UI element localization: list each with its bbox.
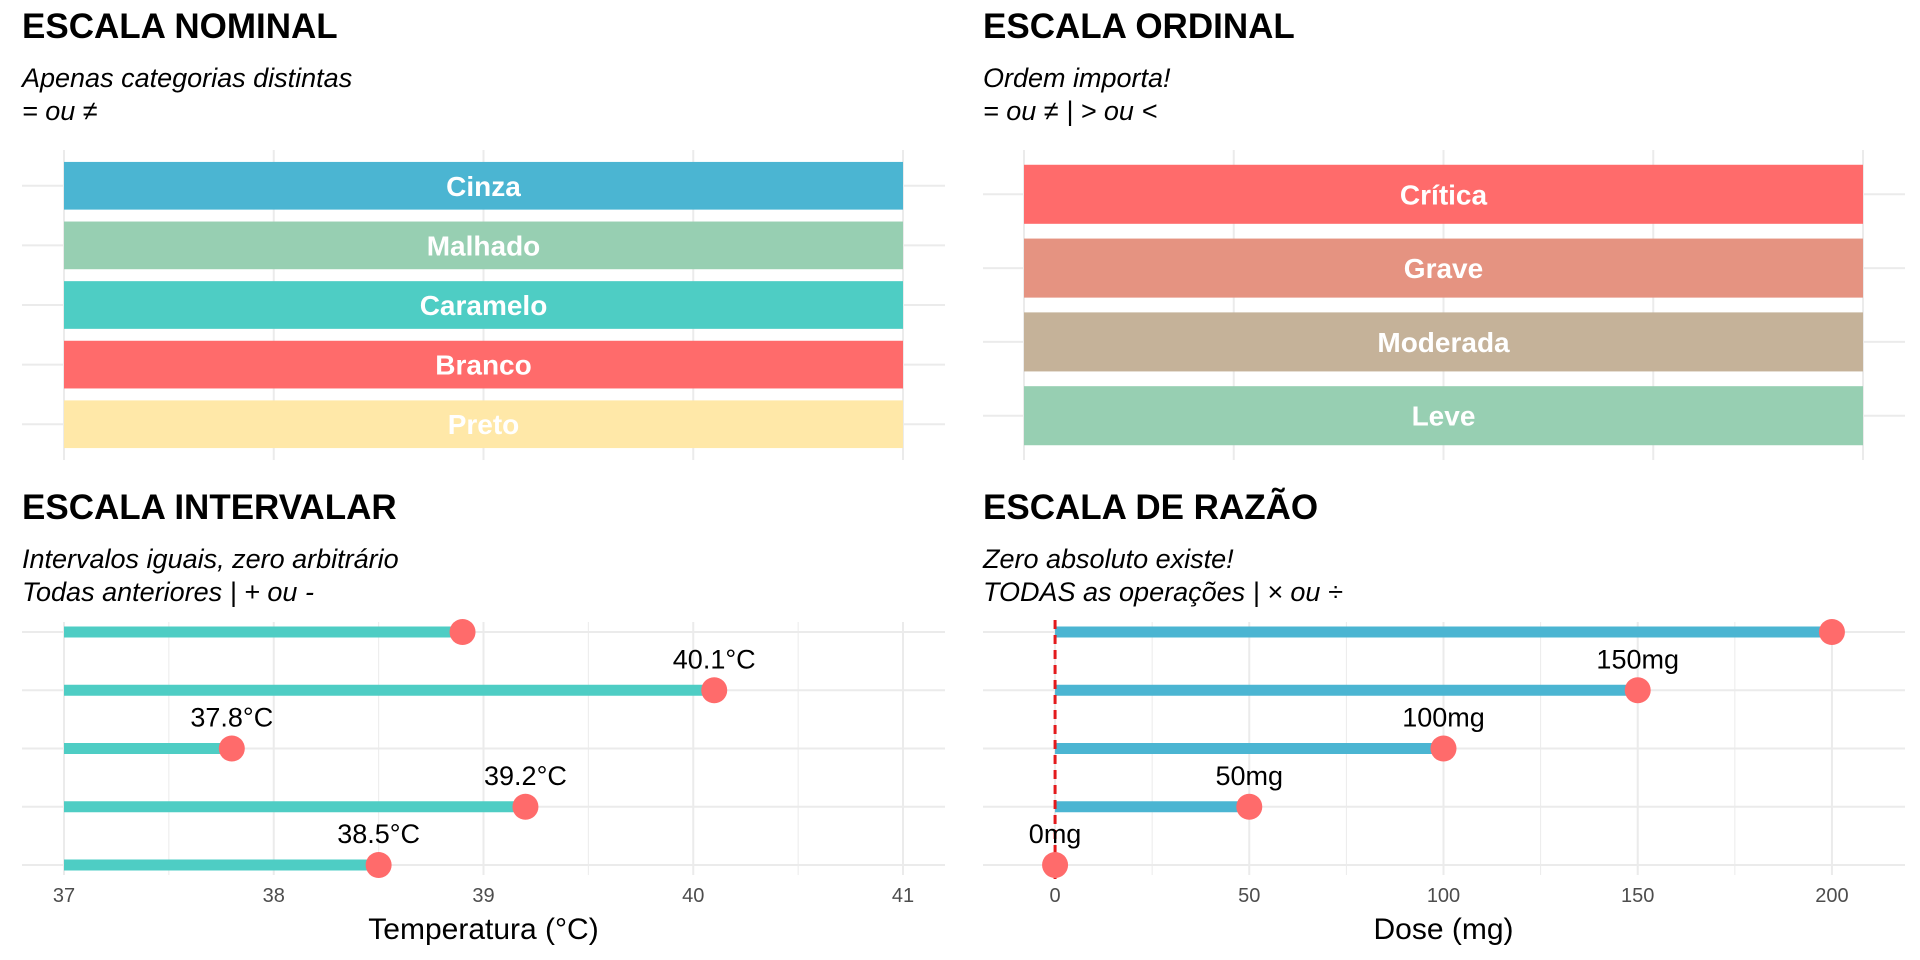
- panel-subtitle-line: Ordem importa!: [983, 63, 1171, 93]
- panel-subtitle-line: Todas anteriores | + ou -: [22, 577, 314, 607]
- bar-label: Crítica: [1400, 179, 1488, 210]
- bar-label: Moderada: [1377, 327, 1510, 358]
- x-tick-label: 50: [1238, 885, 1260, 907]
- panel-subtitle-line: = ou ≠: [22, 96, 98, 126]
- bar-label: Preto: [448, 409, 520, 440]
- data-label: 37.8°C: [190, 703, 273, 733]
- lollipop-point: [365, 852, 392, 878]
- lollipop-point: [1042, 852, 1069, 878]
- data-label: 38.5°C: [337, 819, 420, 849]
- panel-subtitle-line: Intervalos iguais, zero arbitrário: [22, 544, 399, 574]
- bar-label: Branco: [435, 350, 531, 381]
- lollipop-point: [512, 793, 539, 820]
- panel-3: ESCALA INTERVALAR Intervalos iguais, zero…: [22, 488, 945, 946]
- lollipop-point: [1818, 619, 1845, 645]
- x-tick-label: 38: [263, 885, 285, 907]
- panel-title: ESCALA INTERVALAR: [22, 488, 397, 527]
- bar-label: Leve: [1412, 401, 1476, 432]
- data-label: 100mg: [1402, 703, 1485, 733]
- panel-subtitle-line: Zero absoluto existe!: [982, 544, 1234, 574]
- panel-2: ESCALA ORDINAL Ordem importa! = ou ≠ | > …: [983, 7, 1905, 460]
- bar-caramelo: [64, 281, 903, 329]
- bar-crítica: [1024, 164, 1863, 224]
- lollipop-point: [1236, 793, 1263, 820]
- lollipop-point: [1430, 735, 1457, 762]
- panel-4: ESCALA DE RAZÃO Zero absoluto existe! TOD…: [982, 488, 1905, 946]
- panel-title: ESCALA ORDINAL: [983, 7, 1295, 46]
- bar-cinza: [64, 161, 903, 210]
- bar-leve: [1024, 386, 1863, 446]
- data-label: 150mg: [1596, 644, 1679, 674]
- panel-1: ESCALA NOMINAL Apenas categorias distinta…: [20, 7, 945, 460]
- panel-title: ESCALA DE RAZÃO: [983, 488, 1318, 527]
- bar-label: Grave: [1404, 253, 1483, 284]
- data-label: 0mg: [1029, 819, 1082, 849]
- x-tick-label: 150: [1621, 885, 1654, 907]
- x-tick-label: 200: [1815, 885, 1848, 907]
- data-label: 40.1°C: [673, 644, 756, 674]
- lollipop-point: [218, 735, 245, 762]
- lollipop-point: [1624, 677, 1651, 704]
- x-tick-label: 41: [892, 885, 914, 907]
- x-tick-label: 37: [53, 885, 75, 907]
- lollipop-point: [701, 677, 728, 704]
- x-tick-label: 0: [1050, 885, 1061, 907]
- data-label: 50mg: [1216, 761, 1284, 791]
- bar-malhado: [64, 221, 903, 270]
- bar-label: Cinza: [446, 171, 521, 202]
- bar-moderada: [1024, 312, 1863, 372]
- panel-subtitle-line: Apenas categorias distintas: [20, 63, 352, 93]
- x-tick-label: 100: [1427, 885, 1460, 907]
- lollipop-point: [449, 619, 476, 645]
- panel-subtitle-line: = ou ≠ | > ou <: [983, 96, 1157, 126]
- x-tick-label: 40: [682, 885, 704, 907]
- bar-label: Caramelo: [420, 290, 548, 321]
- bar-preto: [64, 400, 903, 449]
- data-label: 39.2°C: [484, 761, 567, 791]
- x-tick-label: 39: [472, 885, 494, 907]
- x-axis-label: Temperatura (°C): [368, 913, 598, 946]
- bar-grave: [1024, 238, 1863, 298]
- panel-subtitle-line: TODAS as operações | × ou ÷: [983, 577, 1343, 607]
- x-axis-label: Dose (mg): [1373, 913, 1513, 946]
- bar-branco: [64, 340, 903, 389]
- bar-label: Malhado: [427, 230, 541, 261]
- panel-title: ESCALA NOMINAL: [22, 7, 338, 46]
